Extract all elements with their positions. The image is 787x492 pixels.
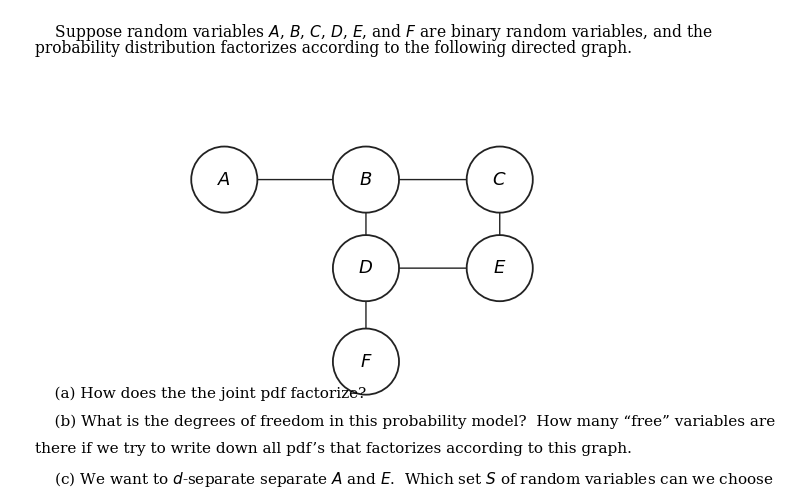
Text: $\mathit{B}$: $\mathit{B}$: [360, 171, 372, 188]
Ellipse shape: [333, 235, 399, 301]
Text: (a) How does the the joint pdf factorize?: (a) How does the the joint pdf factorize…: [35, 386, 367, 400]
Text: $\mathit{E}$: $\mathit{E}$: [493, 259, 506, 277]
Text: $\mathit{C}$: $\mathit{C}$: [493, 171, 507, 188]
Text: Suppose random variables $A$, $B$, $C$, $D$, $E$, and $F$ are binary random vari: Suppose random variables $A$, $B$, $C$, …: [35, 22, 714, 43]
Ellipse shape: [333, 329, 399, 395]
Ellipse shape: [467, 235, 533, 301]
Ellipse shape: [191, 147, 257, 213]
Text: probability distribution factorizes according to the following directed graph.: probability distribution factorizes acco…: [35, 40, 633, 58]
Text: $\mathit{A}$: $\mathit{A}$: [217, 171, 231, 188]
Text: $\mathit{D}$: $\mathit{D}$: [358, 259, 374, 277]
Ellipse shape: [333, 147, 399, 213]
Text: there if we try to write down all pdf’s that factorizes according to this graph.: there if we try to write down all pdf’s …: [35, 442, 632, 456]
Text: $\mathit{F}$: $\mathit{F}$: [360, 353, 372, 370]
Text: (b) What is the degrees of freedom in this probability model?  How many “free” v: (b) What is the degrees of freedom in th…: [35, 414, 776, 429]
Ellipse shape: [467, 147, 533, 213]
Text: (c) We want to $d$-separate separate $A$ and $E$.  Which set $S$ of random varia: (c) We want to $d$-separate separate $A$…: [35, 470, 774, 490]
